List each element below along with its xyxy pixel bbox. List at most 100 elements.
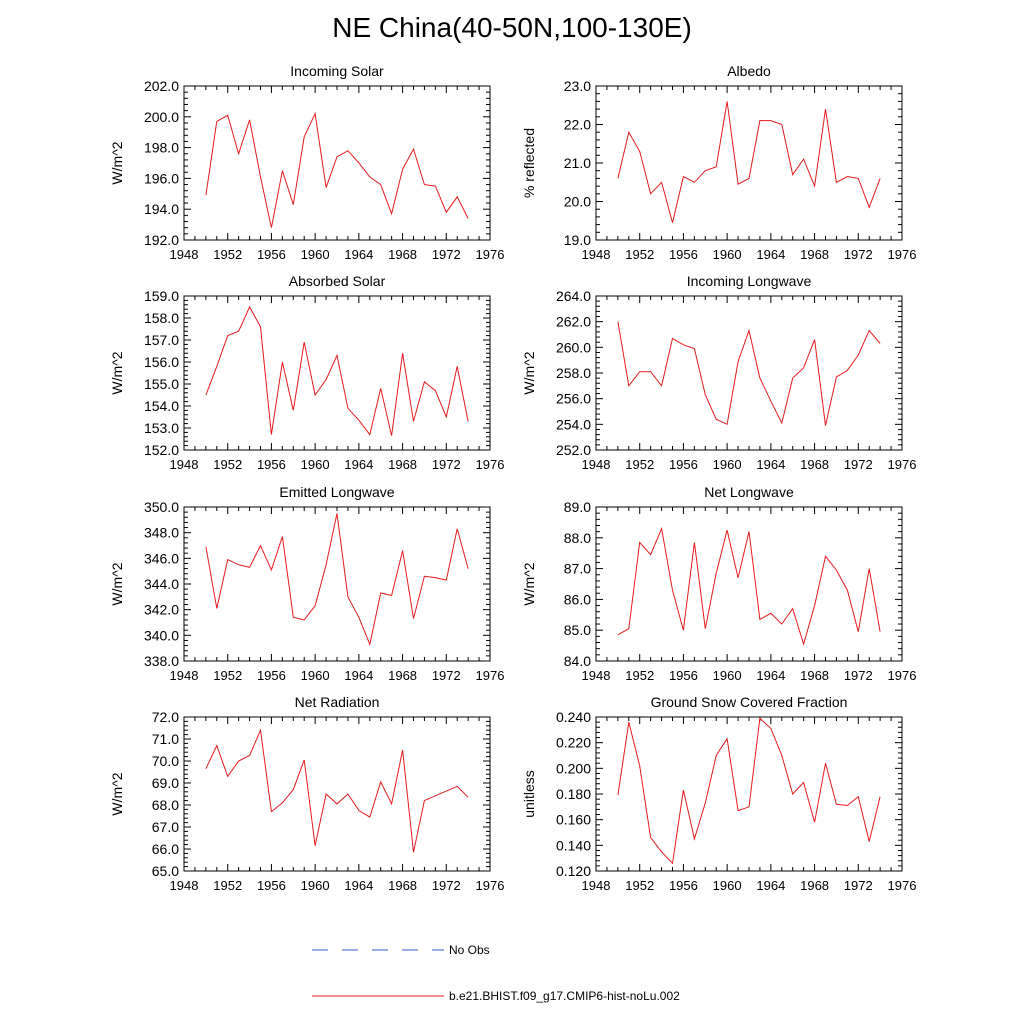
series-line: [205, 728, 469, 853]
panel-title: Incoming Longwave: [687, 273, 812, 289]
y-tick-label: 68.0: [152, 797, 179, 813]
y-tick-label: 22.0: [564, 117, 591, 133]
panel-5: 1948 1952 1956 1960 1964 1968 1972 1976 338.0 340…: [109, 484, 504, 683]
panel-frame: [595, 716, 903, 872]
y-tick-label: 258.0: [556, 365, 591, 381]
panel-7: 1948 1952 1956 1960 1964 1968 1972 1976 65.0 66.0…: [109, 694, 504, 893]
y-axis-label: unitless: [521, 770, 537, 817]
x-tick-label: 1972: [432, 457, 461, 472]
y-tick-label: 154.0: [144, 398, 179, 414]
panel-1: 1948 1952 1956 1960 1964 1968 1972 1976 192.0 194…: [109, 63, 504, 262]
x-tick-label: 1976: [888, 878, 917, 893]
y-tick-label: 346.0: [144, 550, 179, 566]
x-tick-label: 1960: [713, 668, 742, 683]
panel-frame: [183, 506, 491, 662]
x-tick-label: 1952: [625, 878, 654, 893]
series-line: [205, 513, 469, 647]
y-tick-label: 153.0: [144, 420, 179, 436]
panel-6: 1948 1952 1956 1960 1964 1968 1972 1976 84.0 85.0…: [521, 484, 916, 683]
y-tick-label: 84.0: [564, 653, 591, 669]
x-tick-label: 1972: [844, 878, 873, 893]
x-tick-label: 1968: [800, 247, 829, 262]
y-tick-label: 198.0: [144, 140, 179, 156]
x-tick-label: 1956: [257, 247, 286, 262]
y-tick-label: 152.0: [144, 442, 179, 458]
y-tick-label: 20.0: [564, 194, 591, 210]
y-tick-label: 194.0: [144, 201, 179, 217]
y-tick-label: 340.0: [144, 627, 179, 643]
series-line: [617, 526, 881, 646]
y-tick-label: 65.0: [152, 863, 179, 879]
y-tick-label: 0.160: [556, 812, 591, 828]
x-tick-label: 1964: [344, 878, 373, 893]
x-tick-label: 1956: [669, 878, 698, 893]
x-tick-label: 1968: [800, 457, 829, 472]
x-tick-label: 1960: [301, 247, 330, 262]
x-tick-label: 1968: [800, 878, 829, 893]
x-tick-label: 1972: [844, 457, 873, 472]
x-tick-label: 1948: [170, 668, 199, 683]
y-tick-label: 348.0: [144, 525, 179, 541]
panel-frame: [183, 85, 491, 241]
series-line: [617, 101, 881, 223]
panel-3: 1948 1952 1956 1960 1964 1968 1972 1976 152.0 153…: [109, 273, 504, 472]
x-tick-label: 1952: [625, 457, 654, 472]
y-tick-label: 66.0: [152, 841, 179, 857]
x-tick-label: 1948: [170, 247, 199, 262]
x-tick-label: 1956: [257, 457, 286, 472]
x-tick-label: 1952: [213, 457, 242, 472]
y-tick-label: 260.0: [556, 339, 591, 355]
y-tick-label: 71.0: [152, 731, 179, 747]
x-tick-label: 1968: [388, 878, 417, 893]
x-tick-label: 1948: [582, 247, 611, 262]
x-tick-label: 1972: [432, 668, 461, 683]
y-tick-label: 67.0: [152, 819, 179, 835]
x-tick-label: 1948: [170, 878, 199, 893]
y-tick-label: 0.120: [556, 863, 591, 879]
x-tick-label: 1964: [344, 247, 373, 262]
y-tick-label: 87.0: [564, 561, 591, 577]
y-tick-label: 262.0: [556, 314, 591, 330]
x-tick-label: 1972: [432, 247, 461, 262]
x-tick-label: 1964: [756, 878, 785, 893]
y-tick-label: 192.0: [144, 232, 179, 248]
x-tick-label: 1952: [213, 878, 242, 893]
x-tick-label: 1956: [669, 668, 698, 683]
y-tick-label: 72.0: [152, 709, 179, 725]
x-tick-label: 1964: [756, 457, 785, 472]
panel-frame: [595, 85, 903, 241]
panel-title: Net Longwave: [704, 484, 794, 500]
x-tick-label: 1964: [344, 668, 373, 683]
x-tick-label: 1964: [344, 457, 373, 472]
x-tick-label: 1976: [888, 247, 917, 262]
panel-frame: [595, 295, 903, 451]
series-line: [205, 305, 469, 436]
y-tick-label: 70.0: [152, 753, 179, 769]
y-tick-label: 252.0: [556, 442, 591, 458]
y-tick-label: 0.220: [556, 735, 591, 751]
series-line: [617, 321, 881, 426]
y-tick-label: 0.140: [556, 837, 591, 853]
y-tick-label: 155.0: [144, 376, 179, 392]
y-tick-label: 86.0: [564, 591, 591, 607]
x-tick-label: 1972: [432, 878, 461, 893]
series-line: [205, 111, 469, 228]
panel-frame: [183, 716, 491, 872]
y-tick-label: 156.0: [144, 354, 179, 370]
y-tick-label: 0.240: [556, 709, 591, 725]
x-tick-label: 1960: [301, 668, 330, 683]
x-tick-label: 1972: [844, 668, 873, 683]
legend: No Obs b.e21.BHIST.f09_g17.CMIP6-hist-noL…: [312, 943, 680, 1003]
x-tick-label: 1952: [625, 668, 654, 683]
x-tick-label: 1976: [476, 878, 505, 893]
x-tick-label: 1952: [625, 247, 654, 262]
x-tick-label: 1960: [713, 878, 742, 893]
x-tick-label: 1960: [301, 457, 330, 472]
y-tick-label: 0.200: [556, 760, 591, 776]
y-tick-label: 344.0: [144, 576, 179, 592]
y-tick-label: 338.0: [144, 653, 179, 669]
panel-title: Ground Snow Covered Fraction: [651, 694, 848, 710]
y-tick-label: 196.0: [144, 170, 179, 186]
y-tick-label: 159.0: [144, 288, 179, 304]
